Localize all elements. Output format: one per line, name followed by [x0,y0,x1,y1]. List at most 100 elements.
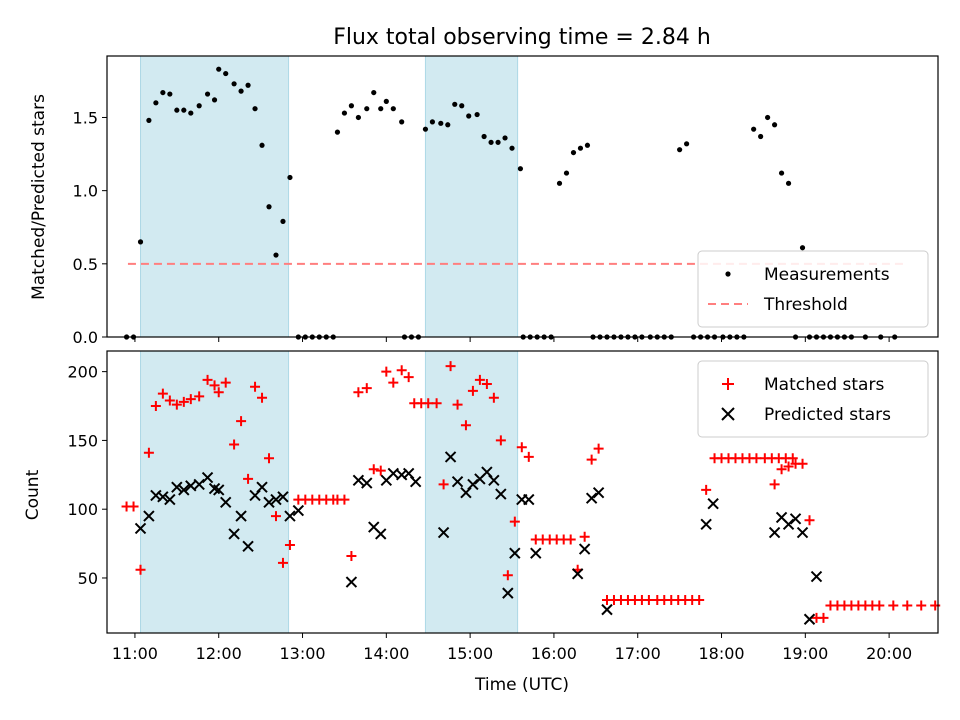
predicted-stars-point [277,491,289,503]
legend-marker-predicted [721,407,735,421]
matched-stars-point [388,377,399,388]
measurement-point [509,145,515,151]
matched-stars-point [643,594,654,605]
measurement-point [438,120,444,126]
matched-stars-point [509,516,520,527]
y-tick-label: 1.5 [73,108,98,127]
matched-stars-point [202,374,213,385]
x-tick-label: 16:00 [531,644,577,663]
measurement-point [238,88,244,94]
measurement-point [364,106,370,112]
legend-label: Threshold [763,295,848,315]
matched-stars-point [128,501,139,512]
measurement-point [778,170,785,176]
predicted-stars-point [284,510,296,522]
matched-stars-point [243,473,254,484]
observing-window-shade [140,55,290,338]
predicted-stars-point [242,540,254,553]
x-tick-label: 20:00 [866,644,912,663]
matched-stars-point [516,442,527,453]
predicted-stars-point [571,568,584,580]
measurement-point [216,66,222,72]
matched-stars-point [438,479,449,490]
measurement-point [452,101,458,107]
matched-stars-point [804,515,815,526]
y-tick-label: 200 [67,363,98,382]
x-tick-label: 15:00 [447,644,493,663]
measurement-point [204,91,211,97]
predicted-stars-point [292,504,305,517]
predicted-stars-point [467,478,479,491]
measurement-point [188,110,194,116]
x-tick-label: 11:00 [112,644,158,663]
bottom-y-axis-label: Count [23,469,43,520]
measurement-point [245,82,251,88]
matched-stars-point [423,398,434,409]
measurement-point [677,147,683,153]
predicted-stars-point [509,547,521,559]
x-tick-label: 17:00 [615,644,661,663]
legend-label: Predicted stars [764,405,891,425]
predicted-stars-point [523,493,535,506]
measurement-point [223,70,229,77]
predicted-stars-point [193,478,205,491]
measurement-point [422,126,429,132]
x-tick-label: 13:00 [279,644,325,663]
matched-stars-point [474,374,485,385]
matched-stars-point [502,570,513,581]
measurement-point [341,110,348,116]
measurement-point [252,106,258,112]
measurement-point [287,174,293,181]
measurement-point [348,103,355,109]
x-tick-label: 18:00 [698,644,744,663]
matched-stars-point [178,396,189,407]
matched-stars-point [403,372,414,383]
y-tick-label: 150 [67,431,98,450]
matched-stars-point [874,600,885,611]
y-tick-label: 50 [78,569,98,588]
matched-stars-point [776,464,787,475]
measurement-point [577,145,584,151]
y-tick-label: 0.5 [73,255,98,274]
measurement-point [174,107,180,113]
predicted-stars-point [164,493,176,506]
measurement-point [785,180,792,186]
predicted-stars-point [361,477,373,489]
measurement-point [266,204,272,210]
matched-stars-point [565,534,576,545]
observing-window-shade [424,55,519,338]
matched-stars-point [797,458,808,469]
matched-stars-point [229,439,240,450]
measurement-point [371,89,377,96]
measurement-point [584,142,591,148]
legend: Measurements Threshold [697,250,929,328]
matched-stars-point [452,399,463,410]
matched-stars-point [916,600,927,611]
predicted-stars-point [803,613,816,625]
y-tick-label: 100 [67,500,98,519]
x-axis-label: Time (UTC) [474,675,569,695]
measurement-point [259,142,265,148]
predicted-stars-point [768,526,781,539]
measurement-point [684,141,690,147]
predicted-stars-point [488,474,500,487]
matched-stars-point [481,379,492,390]
matched-stars-point [171,399,182,410]
legend-marker-measurements [725,271,731,277]
matched-stars-point [353,387,364,398]
matched-stars-point [396,365,407,376]
matched-stars-point [488,392,499,403]
matched-stars-point [902,600,913,611]
predicted-stars-point [235,510,247,522]
top-y-axis-label: Matched/Predicted stars [29,94,49,300]
measurement-point [390,106,396,112]
measurement-point [334,129,341,135]
measurement-point [211,97,218,103]
y-tick-label: 1.0 [73,182,98,201]
measurement-point [459,103,465,109]
predicted-stars-point [789,513,802,525]
matched-stars-point [346,550,357,561]
matched-stars-point [157,388,168,399]
matched-stars-point [375,465,386,476]
